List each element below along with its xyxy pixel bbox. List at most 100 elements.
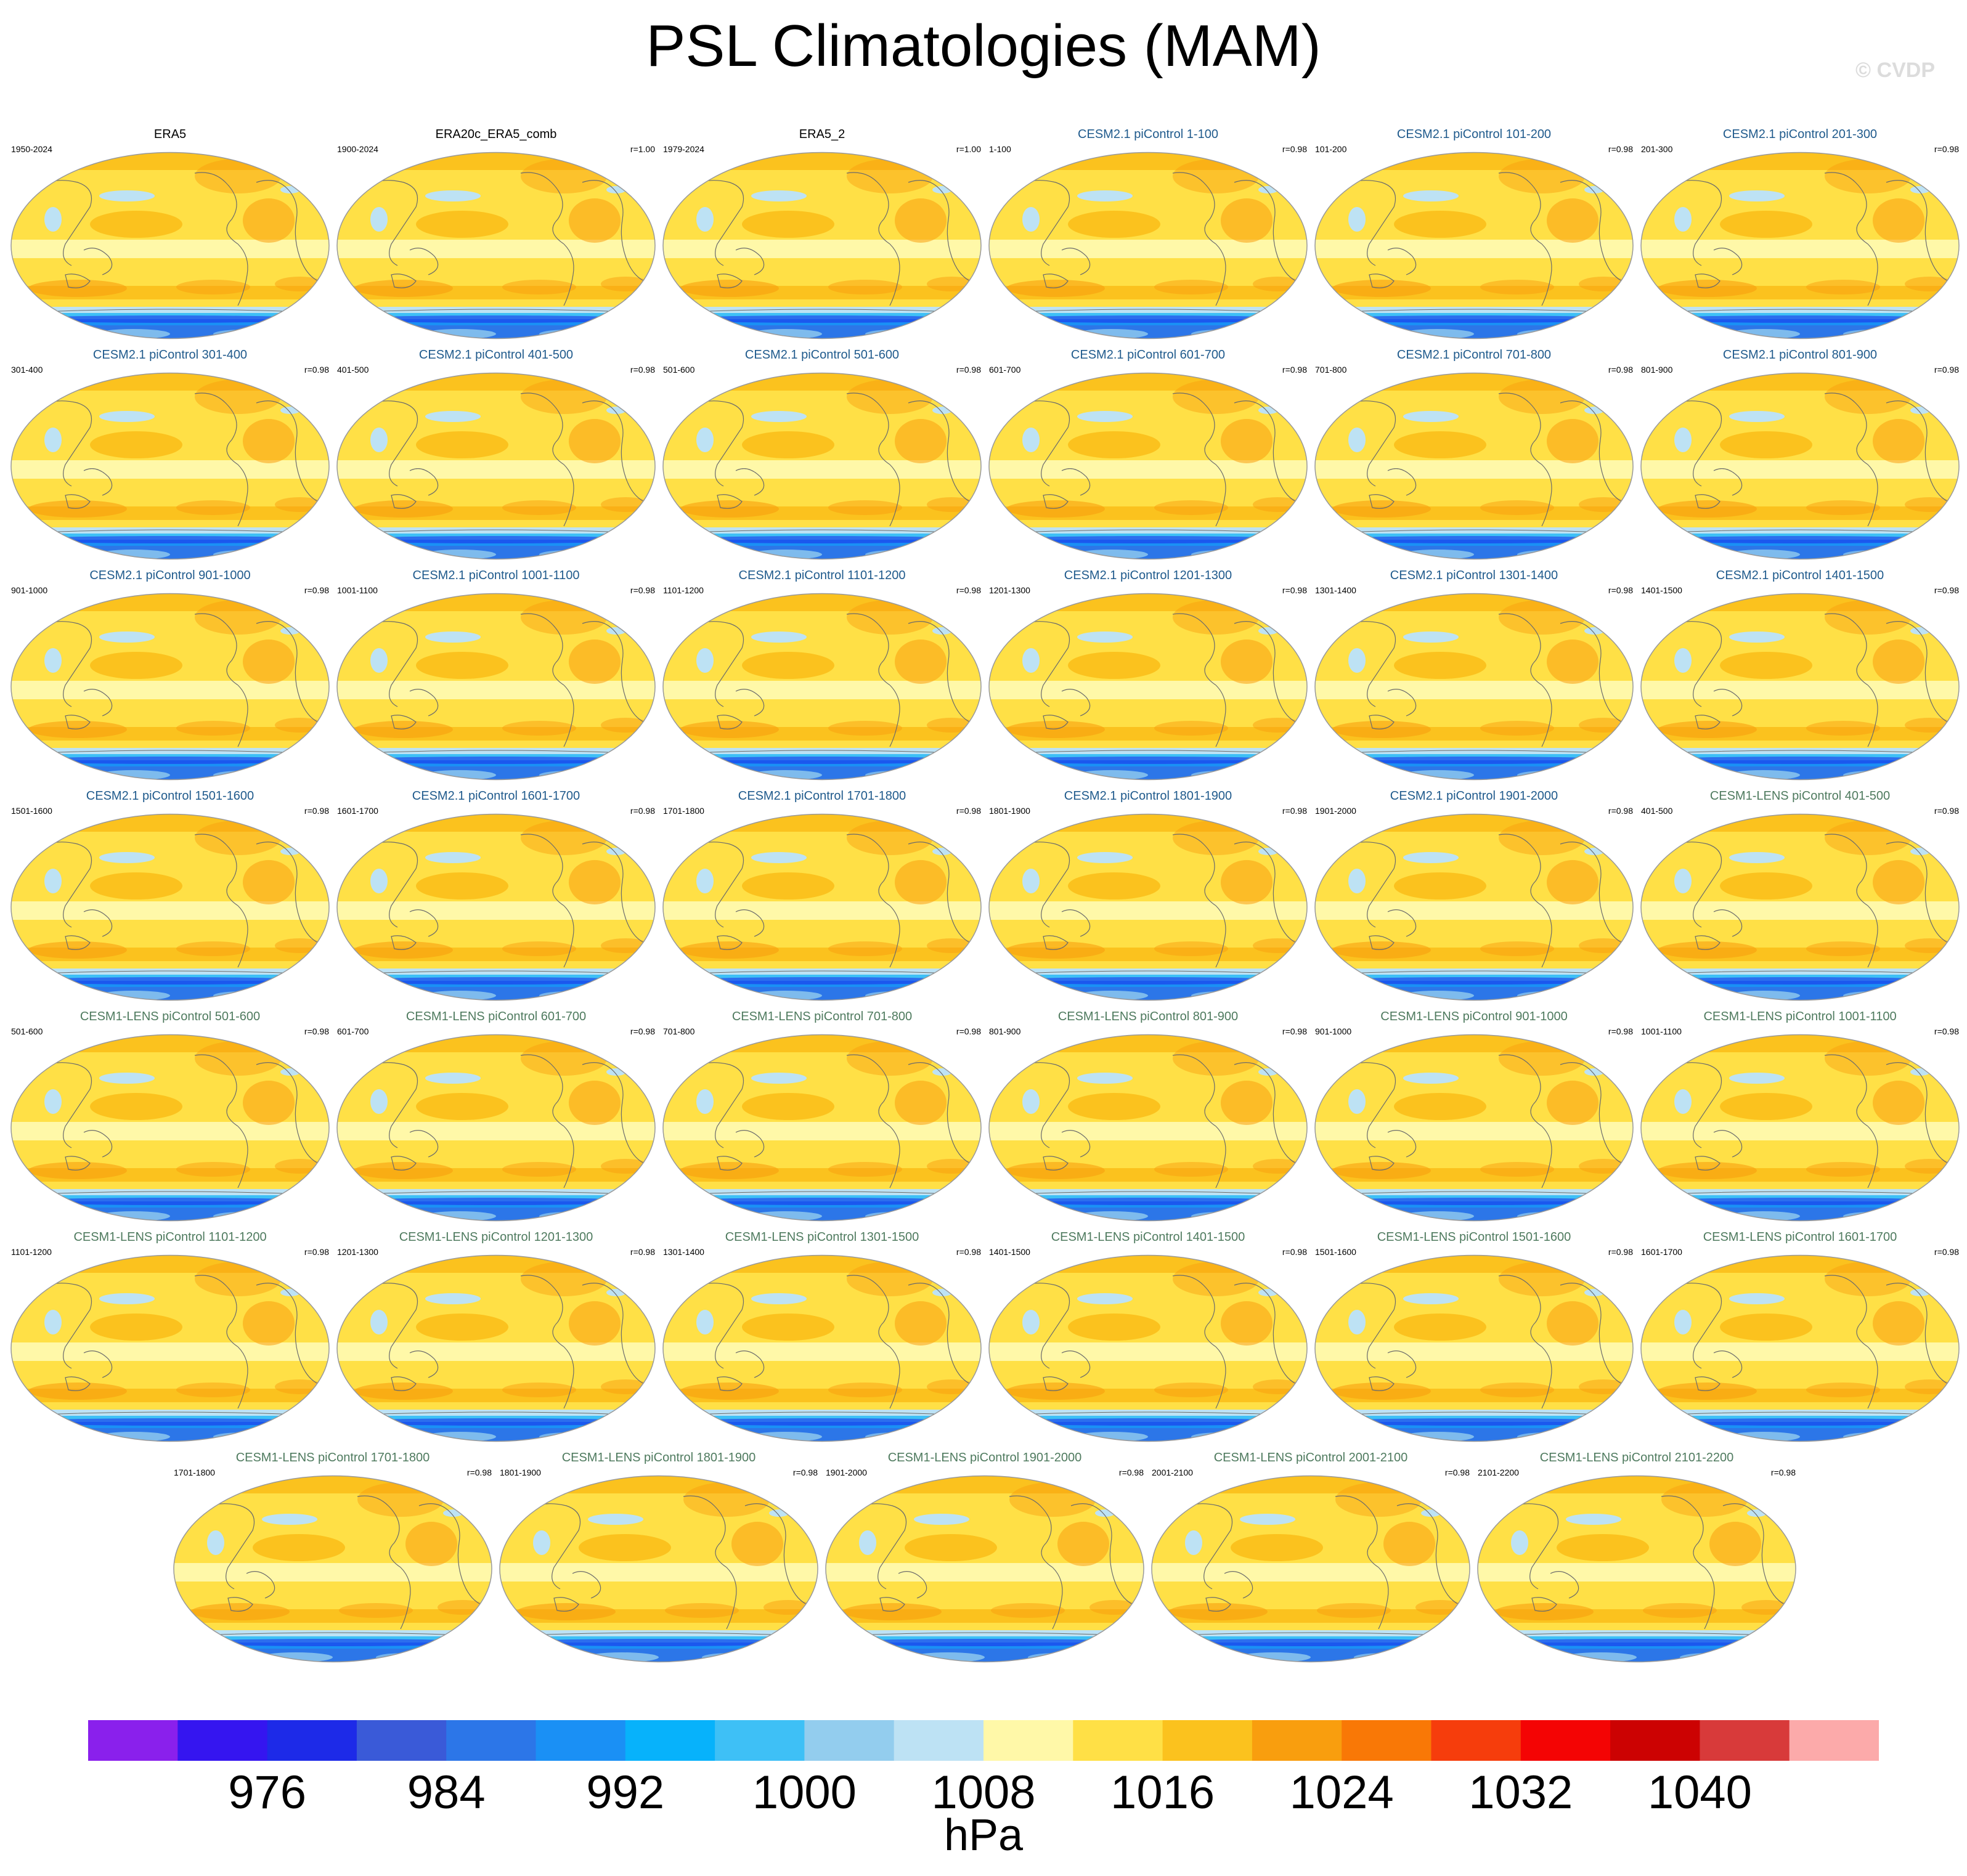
map-panel: CESM2.1 piControl 1701-1800 1701-1800 r=0.… xyxy=(662,789,982,1001)
panel-correlation: r=0.98 xyxy=(1770,1468,1796,1477)
colorbar-swatch xyxy=(715,1720,805,1761)
psl-map xyxy=(1640,1254,1960,1442)
panel-correlation: r=0.98 xyxy=(1444,1468,1470,1477)
psl-map xyxy=(1314,372,1634,560)
psl-map xyxy=(988,372,1308,560)
panel-title: ERA5_2 xyxy=(799,128,845,141)
panel-title: ERA20c_ERA5_comb xyxy=(435,128,557,141)
panel-title: CESM2.1 piControl 901-1000 xyxy=(89,569,251,582)
panel-period: 1501-1600 xyxy=(1315,1247,1356,1257)
psl-map xyxy=(10,593,330,781)
colorbar-swatch xyxy=(1700,1720,1790,1761)
panel-title: CESM1-LENS piControl 401-500 xyxy=(1709,789,1891,803)
colorbar-swatch xyxy=(267,1720,357,1761)
panel-period: 1900-2024 xyxy=(337,144,378,154)
panel-period: 801-900 xyxy=(989,1026,1021,1036)
panel-title: CESM2.1 piControl 1001-1100 xyxy=(412,569,580,582)
colorbar-swatch xyxy=(1073,1720,1163,1761)
colorbar-tick-label: 992 xyxy=(586,1766,665,1819)
page-title: PSL Climatologies (MAM) xyxy=(646,13,1321,79)
colorbar-swatch xyxy=(446,1720,537,1761)
map-panel: CESM2.1 piControl 1401-1500 1401-1500 r=0.… xyxy=(1640,568,1960,781)
panel-title: CESM1-LENS piControl 501-600 xyxy=(79,1010,261,1023)
panel-correlation: r=0.98 xyxy=(1608,1247,1633,1257)
panel-period: 1301-1400 xyxy=(663,1247,704,1257)
panel-title: CESM1-LENS piControl 1801-1900 xyxy=(561,1451,756,1464)
psl-map xyxy=(336,1254,656,1442)
panel-period: 1101-1200 xyxy=(11,1247,52,1257)
panel-title: ERA5 xyxy=(153,128,187,141)
panel-title: CESM1-LENS piControl 1101-1200 xyxy=(73,1230,267,1244)
psl-map xyxy=(10,1034,330,1222)
map-panel: CESM1-LENS piControl 1101-1200 1101-1200 r… xyxy=(10,1230,330,1442)
map-panel: CESM1-LENS piControl 601-700 601-700 r=0.9… xyxy=(336,1009,656,1222)
colorbar-swatch xyxy=(1252,1720,1342,1761)
colorbar-swatch xyxy=(536,1720,626,1761)
panel-title: CESM2.1 piControl 1801-1900 xyxy=(1064,789,1232,803)
panel-title: CESM2.1 piControl 501-600 xyxy=(744,348,900,362)
panel-title: CESM1-LENS piControl 801-900 xyxy=(1057,1010,1239,1023)
map-panel: CESM2.1 piControl 1-100 1-100 r=0.98 xyxy=(988,127,1308,339)
panel-period: 401-500 xyxy=(337,365,369,375)
panel-correlation: r=0.98 xyxy=(956,365,981,375)
psl-map xyxy=(1640,152,1960,339)
colorbar-swatch xyxy=(1789,1720,1879,1761)
psl-map xyxy=(988,152,1308,339)
psl-map xyxy=(825,1475,1144,1663)
psl-map xyxy=(499,1475,818,1663)
psl-map xyxy=(1314,1034,1634,1222)
panel-correlation: r=0.98 xyxy=(1282,365,1307,375)
panel-period: 1950-2024 xyxy=(11,144,52,154)
psl-map xyxy=(662,1254,982,1442)
panel-period: 1901-2000 xyxy=(1315,806,1356,816)
psl-map xyxy=(1151,1475,1470,1663)
panel-title: CESM2.1 piControl 1901-2000 xyxy=(1390,789,1558,803)
psl-map xyxy=(1640,813,1960,1001)
panel-correlation: r=0.98 xyxy=(956,806,981,816)
panel-title: CESM2.1 piControl 1601-1700 xyxy=(412,789,580,803)
psl-map xyxy=(1640,593,1960,781)
panel-correlation: r=0.98 xyxy=(1282,144,1307,154)
panel-title: CESM2.1 piControl 1101-1200 xyxy=(738,569,906,582)
panel-title: CESM2.1 piControl 401-500 xyxy=(418,348,574,362)
map-panel: ERA20c_ERA5_comb 1900-2024 r=1.00 xyxy=(336,127,656,339)
colorbar-tick-label: 1016 xyxy=(1110,1766,1215,1819)
panel-period: 2001-2100 xyxy=(1152,1468,1193,1477)
psl-map xyxy=(988,1034,1308,1222)
psl-map xyxy=(336,152,656,339)
map-panel: CESM1-LENS piControl 1501-1600 1501-1600 r… xyxy=(1314,1230,1634,1442)
panel-correlation: r=0.98 xyxy=(1282,1026,1307,1036)
panel-period: 401-500 xyxy=(1641,806,1673,816)
map-panel: CESM2.1 piControl 501-600 501-600 r=0.98 xyxy=(662,347,982,560)
panel-correlation: r=0.98 xyxy=(1934,144,1959,154)
panel-period: 1201-1300 xyxy=(989,585,1030,595)
panel-correlation: r=1.00 xyxy=(956,144,981,154)
panel-title: CESM2.1 piControl 101-200 xyxy=(1396,128,1552,141)
panel-title: CESM2.1 piControl 1501-1600 xyxy=(86,789,255,803)
panel-title: CESM1-LENS piControl 2001-2100 xyxy=(1213,1451,1408,1464)
map-panel: CESM2.1 piControl 401-500 401-500 r=0.98 xyxy=(336,347,656,560)
panel-period: 1801-1900 xyxy=(989,806,1030,816)
panel-title: CESM2.1 piControl 1401-1500 xyxy=(1716,569,1884,582)
psl-map xyxy=(988,593,1308,781)
panel-correlation: r=0.98 xyxy=(1608,365,1633,375)
panel-title: CESM1-LENS piControl 901-1000 xyxy=(1380,1010,1568,1023)
panel-correlation: r=0.98 xyxy=(792,1468,818,1477)
panel-period: 1401-1500 xyxy=(1641,585,1682,595)
panel-title: CESM1-LENS piControl 1001-1100 xyxy=(1703,1010,1897,1023)
map-panel: CESM1-LENS piControl 701-800 701-800 r=0.9… xyxy=(662,1009,982,1222)
map-panel: ERA5_2 1979-2024 r=1.00 xyxy=(662,127,982,339)
map-panel: CESM1-LENS piControl 1001-1100 1001-1100 r… xyxy=(1640,1009,1960,1222)
panel-title: CESM1-LENS piControl 1901-2000 xyxy=(887,1451,1082,1464)
panel-title: CESM1-LENS piControl 1401-1500 xyxy=(1051,1230,1245,1244)
psl-map xyxy=(662,372,982,560)
panel-period: 1-100 xyxy=(989,144,1011,154)
psl-map xyxy=(662,813,982,1001)
panel-correlation: r=0.98 xyxy=(1608,1026,1633,1036)
panel-title: CESM1-LENS piControl 1501-1600 xyxy=(1377,1230,1571,1244)
map-panel: CESM2.1 piControl 1901-2000 1901-2000 r=0.… xyxy=(1314,789,1634,1001)
colorbar-swatch xyxy=(177,1720,268,1761)
panel-period: 1701-1800 xyxy=(663,806,704,816)
map-panel: CESM1-LENS piControl 1401-1500 1401-1500 r… xyxy=(988,1230,1308,1442)
panel-period: 301-400 xyxy=(11,365,43,375)
